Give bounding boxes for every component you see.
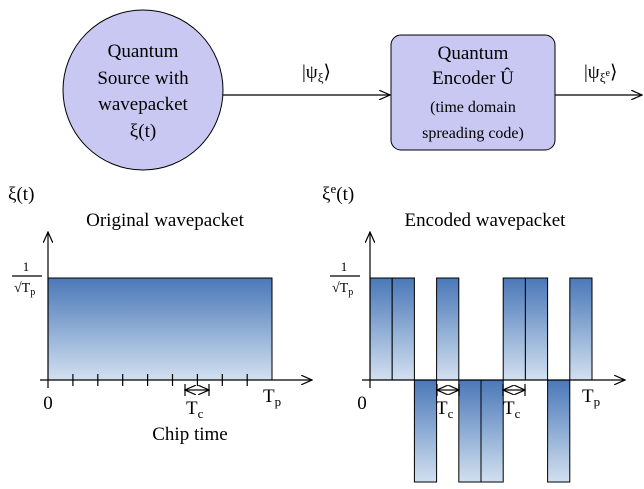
encoder-line: spreading code): [422, 125, 524, 142]
amp-den: √Tp: [14, 281, 35, 298]
plot-title: Encoded wavepacket: [405, 210, 567, 231]
label-sub: p: [30, 287, 35, 298]
label-part: T: [582, 386, 594, 407]
label: Tc: [436, 398, 454, 421]
x-label: Chip time: [152, 424, 227, 445]
encoder-line: Encoder Û: [432, 67, 514, 89]
label: Tp: [582, 386, 600, 409]
chip: [480, 379, 504, 483]
label-sub: p: [275, 394, 282, 409]
label-part: (t): [336, 184, 354, 205]
chip: [458, 379, 482, 483]
label-part: ξ: [322, 184, 331, 205]
source-line: wavepacket: [98, 94, 188, 115]
label: Tc: [186, 398, 204, 421]
chip: [569, 277, 593, 381]
label-sup: e: [330, 181, 336, 196]
label-part: T: [263, 386, 275, 407]
label-part: T: [436, 398, 448, 419]
chip: [369, 277, 393, 381]
origin: 0: [357, 393, 367, 414]
chip: [547, 379, 571, 483]
label-part: √T: [14, 281, 31, 296]
source-node: [62, 9, 224, 171]
source-line: Quantum: [108, 41, 179, 62]
label-sub: c: [198, 406, 204, 421]
label-sub: p: [594, 394, 601, 409]
state-label: |ψξ⟩: [302, 62, 331, 85]
label-sub: p: [348, 287, 353, 298]
amp-num: 1: [341, 259, 348, 274]
origin: 0: [43, 393, 53, 414]
label: Tc: [503, 398, 521, 421]
source-line: ξ(t): [130, 121, 156, 142]
y-label: ξ(t): [8, 184, 34, 205]
source-line: Source with: [97, 68, 189, 89]
y-label: ξe(t): [322, 181, 354, 205]
label-part: T: [503, 398, 515, 419]
encoder-line: Quantum: [438, 43, 509, 64]
encoder-node: [390, 34, 556, 151]
chip: [413, 379, 438, 483]
label-sub: c: [448, 406, 454, 421]
amp-den: √Tp: [332, 281, 353, 298]
label-sub: c: [515, 406, 521, 421]
encoder-line: (time domain: [430, 99, 516, 116]
label-part: T: [186, 398, 198, 419]
chip: [436, 277, 460, 381]
label: Tp: [263, 386, 281, 409]
chip: [502, 277, 526, 381]
chip: [524, 277, 549, 381]
chip: [391, 277, 415, 381]
label-part: √T: [332, 281, 349, 296]
state-label: |ψξe⟩: [584, 62, 617, 85]
wavepacket: [47, 277, 273, 381]
amp-num: 1: [23, 259, 30, 274]
plot-title: Original wavepacket: [86, 210, 244, 231]
